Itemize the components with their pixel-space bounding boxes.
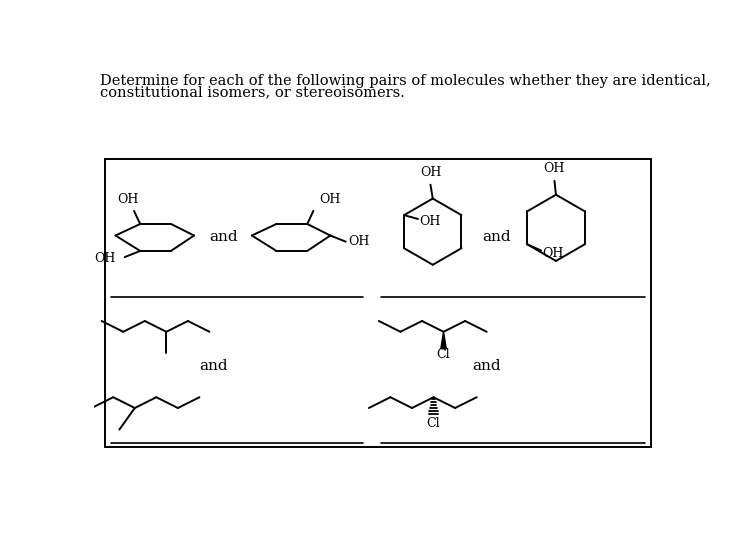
Text: Determine for each of the following pairs of molecules whether they are identica: Determine for each of the following pair…	[100, 74, 711, 88]
Text: OH: OH	[348, 235, 369, 248]
Text: and: and	[482, 230, 511, 244]
Text: and: and	[472, 359, 501, 374]
Text: Cl: Cl	[437, 348, 450, 361]
Text: OH: OH	[544, 161, 565, 175]
Text: OH: OH	[420, 165, 441, 179]
Polygon shape	[441, 332, 446, 349]
Text: and: and	[209, 230, 237, 244]
Text: OH: OH	[320, 193, 341, 206]
Text: OH: OH	[117, 193, 139, 206]
Text: constitutional isomers, or stereoisomers.: constitutional isomers, or stereoisomers…	[100, 85, 405, 99]
Text: OH: OH	[94, 252, 116, 265]
Text: Cl: Cl	[427, 417, 440, 430]
Text: and: and	[199, 359, 228, 374]
Text: OH: OH	[542, 247, 564, 260]
Text: OH: OH	[419, 215, 441, 228]
